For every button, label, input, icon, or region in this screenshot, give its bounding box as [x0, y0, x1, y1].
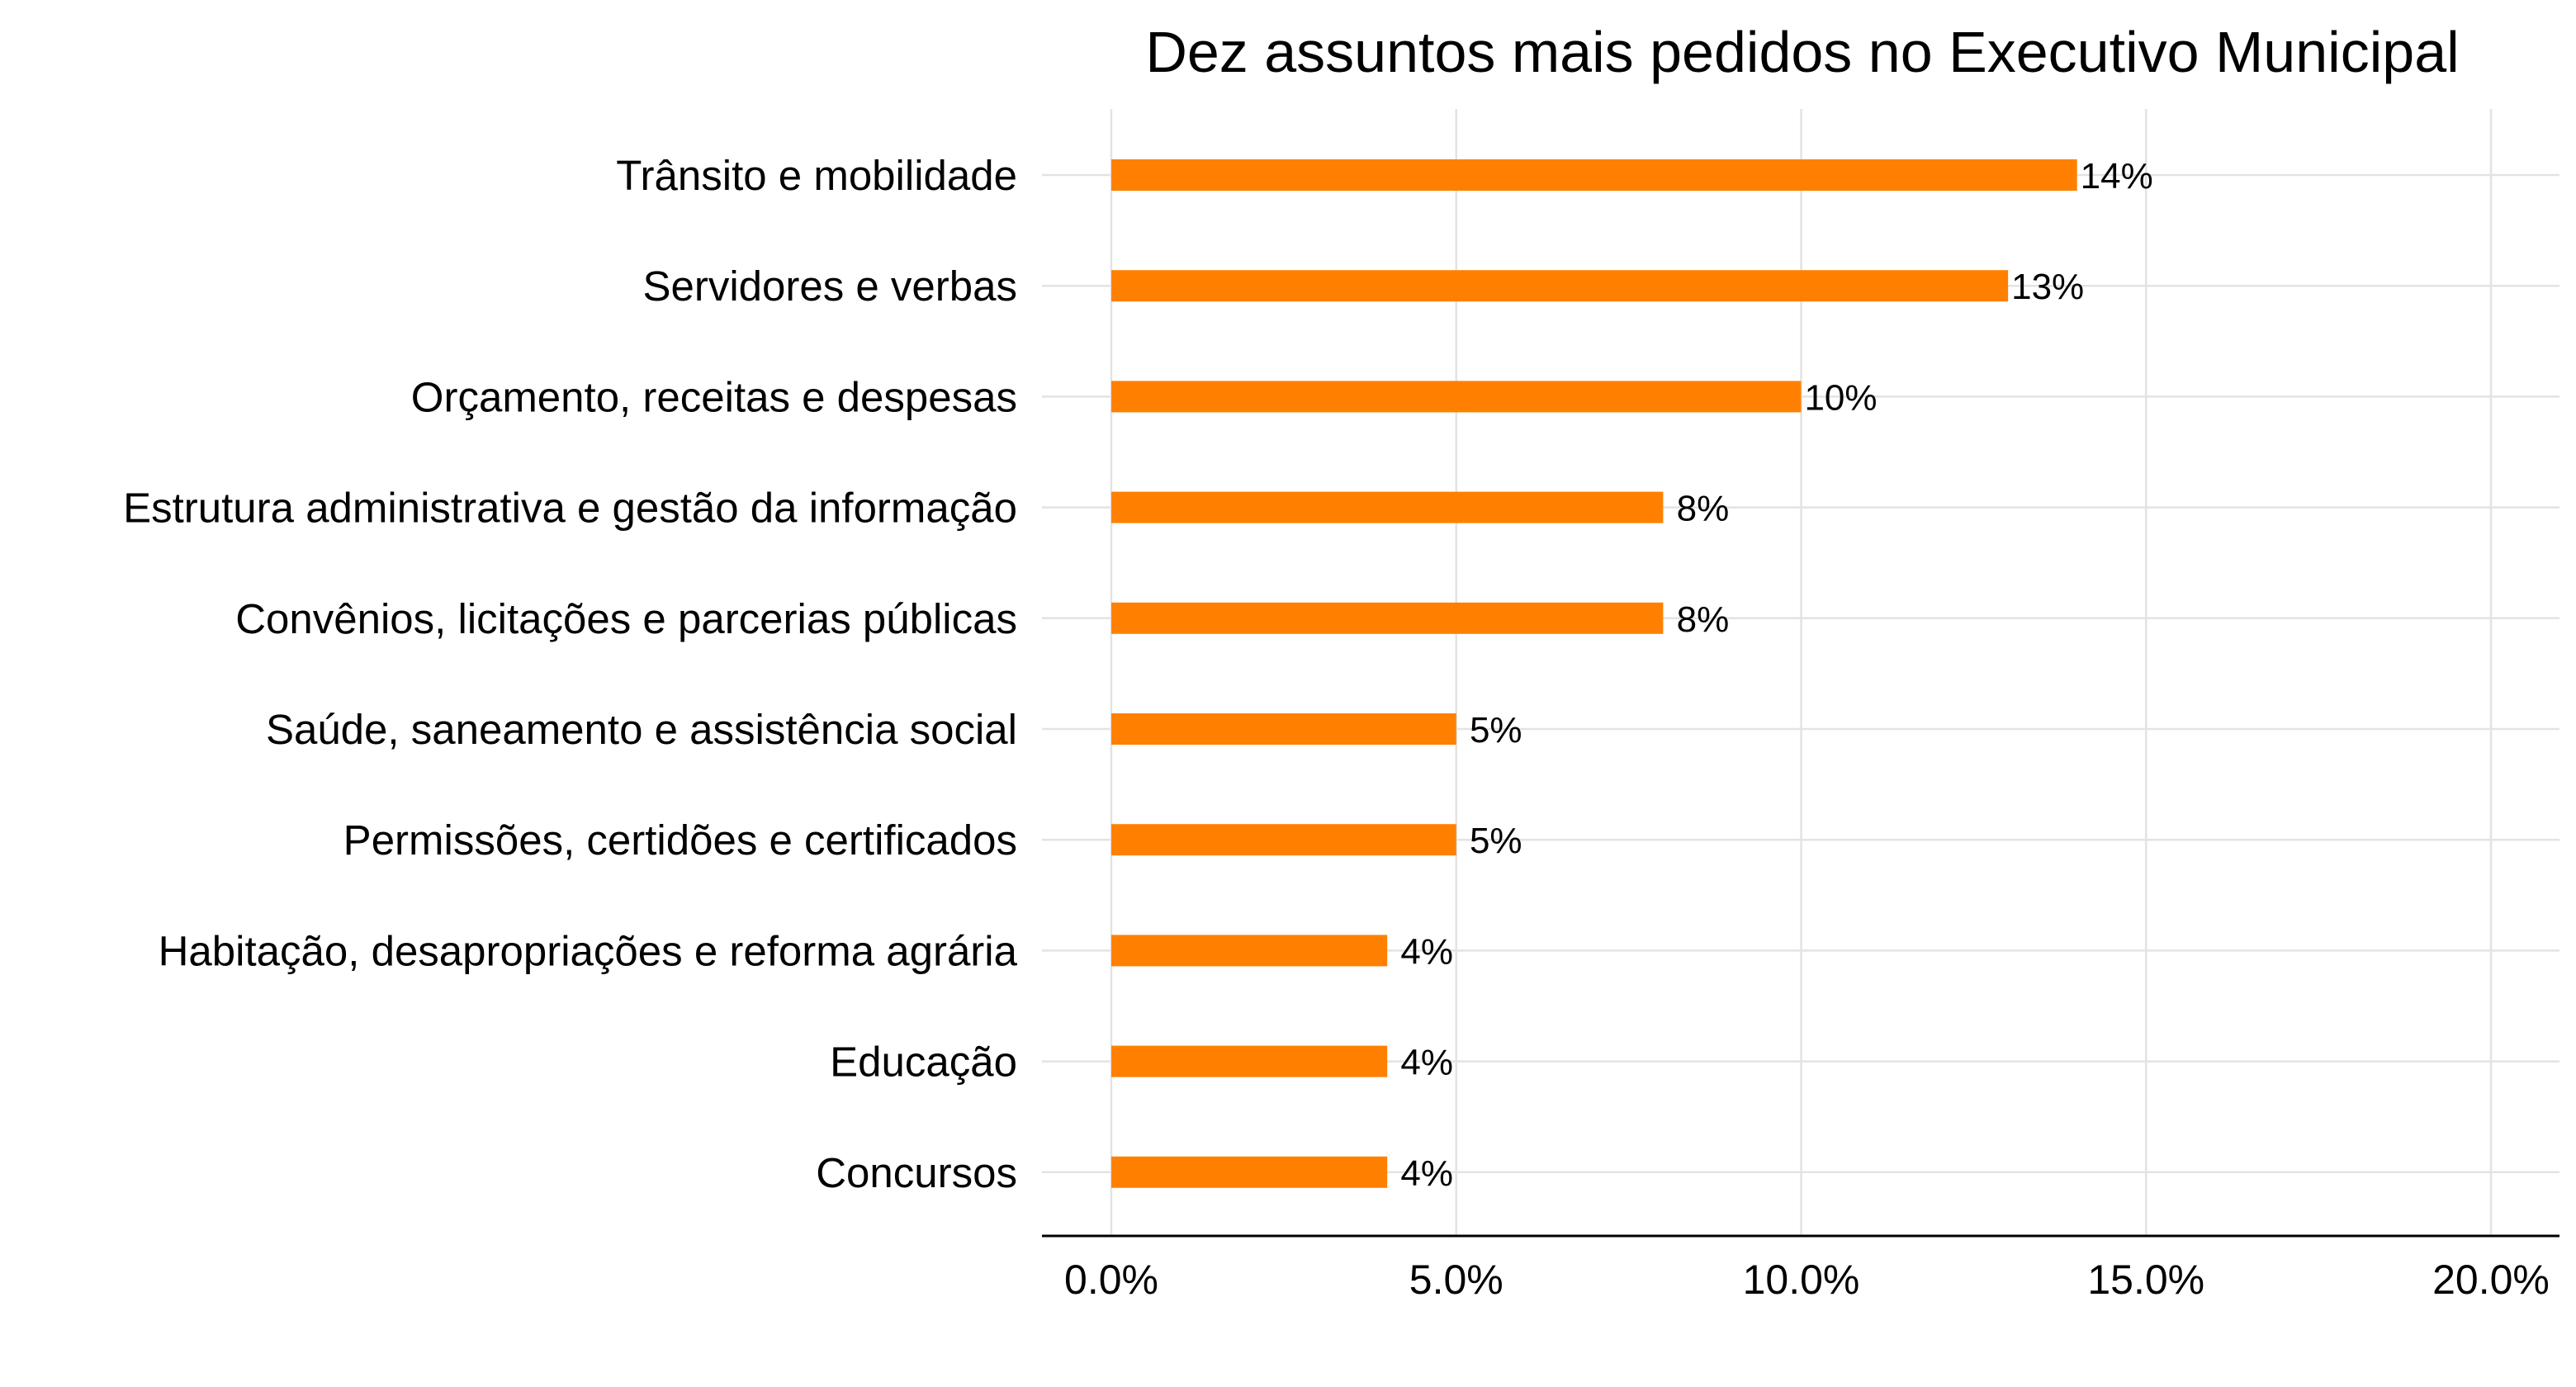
category-label-4: Convênios, licitações e parcerias públic… [235, 595, 1017, 642]
category-label-3: Estrutura administrativa e gestão da inf… [123, 485, 1017, 532]
value-label-layer: 14% 13% 10% 8% 8% 5% 5% 4% 4% 4% [1400, 156, 2152, 1194]
x-tick-label-0: 0.0% [1064, 1257, 1158, 1303]
x-tick-label-4: 20.0% [2432, 1257, 2550, 1303]
bar-6 [1111, 824, 1456, 856]
bar-4 [1111, 602, 1664, 634]
value-label-3: 8% [1677, 489, 1730, 529]
category-label-0: Trânsito e mobilidade [616, 152, 1017, 199]
value-label-1: 13% [2011, 267, 2084, 307]
x-tick-label-3: 15.0% [2087, 1257, 2204, 1303]
value-label-9: 4% [1400, 1153, 1453, 1194]
x-tick-label-1: 5.0% [1409, 1257, 1503, 1303]
category-label-layer: Trânsito e mobilidade Servidores e verbas… [123, 152, 1018, 1196]
value-label-2: 10% [1804, 377, 1877, 418]
category-label-9: Concursos [816, 1149, 1017, 1196]
value-label-8: 4% [1400, 1043, 1453, 1083]
x-tick-label-2: 10.0% [1743, 1257, 1860, 1303]
bar-9 [1111, 1156, 1388, 1188]
value-label-5: 5% [1470, 710, 1522, 750]
bar-layer [1111, 159, 2077, 1188]
value-label-0: 14% [2081, 156, 2153, 196]
value-label-6: 5% [1470, 821, 1522, 861]
category-label-5: Saúde, saneamento e assistência social [266, 706, 1017, 753]
category-label-2: Orçamento, receitas e despesas [411, 373, 1017, 420]
bar-7 [1111, 935, 1388, 967]
category-label-6: Permissões, certidões e certificados [343, 817, 1017, 864]
bar-8 [1111, 1045, 1388, 1077]
bar-1 [1111, 270, 2009, 302]
chart-title: Dez assuntos mais pedidos no Executivo M… [1145, 20, 2459, 84]
bar-3 [1111, 491, 1664, 523]
bar-2 [1111, 381, 1802, 413]
value-label-4: 8% [1677, 599, 1730, 640]
bar-5 [1111, 713, 1456, 745]
bar-0 [1111, 159, 2077, 191]
category-label-8: Educação [830, 1039, 1017, 1086]
category-label-1: Servidores e verbas [642, 263, 1017, 310]
x-tick-label-layer: 0.0% 5.0% 10.0% 15.0% 20.0% [1064, 1257, 2550, 1303]
value-label-7: 4% [1400, 931, 1453, 972]
category-label-7: Habitação, desapropriações e reforma agr… [159, 927, 1018, 974]
